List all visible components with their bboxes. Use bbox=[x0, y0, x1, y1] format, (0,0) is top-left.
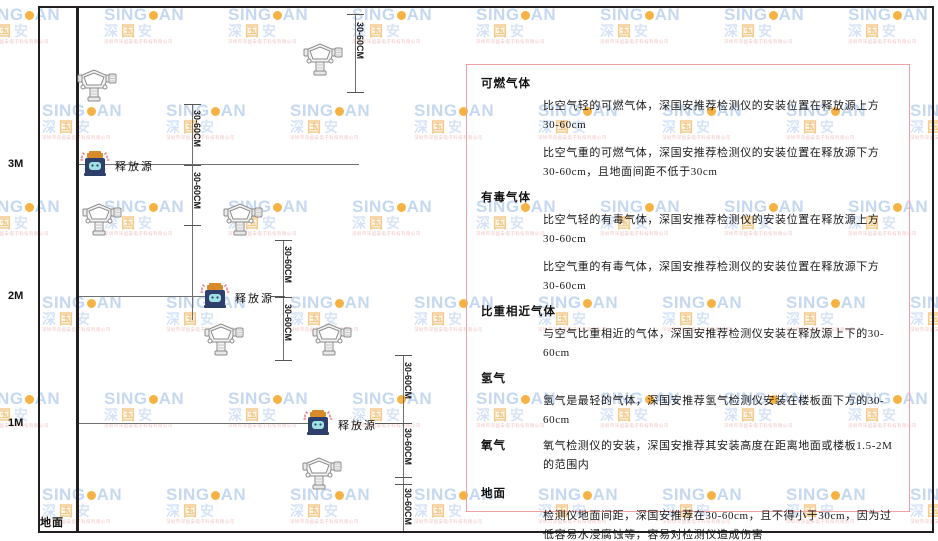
dimension-label-30-60cm: 30-60CM bbox=[403, 362, 413, 400]
dimension-label-30-60cm: 30-60CM bbox=[192, 172, 202, 210]
dimension-tick bbox=[275, 297, 292, 298]
dimension-label-30-60cm: 30-60CM bbox=[192, 110, 202, 148]
dimension-column-upper bbox=[192, 104, 193, 320]
guideline-panel: 可燃气体 比空气轻的可燃气体，深国安推荐检测仪的安装位置在释放源上方30-60cm… bbox=[466, 64, 910, 541]
gas-detector-icon bbox=[216, 198, 264, 238]
gas-detector-icon bbox=[75, 198, 123, 238]
gas-detector-icon bbox=[197, 318, 245, 358]
dimension-label-30-60cm: 30-60CM bbox=[403, 488, 413, 526]
section-heading: 地面 bbox=[481, 488, 506, 500]
section-paragraph: 比空气轻的可燃气体，深国安推荐检测仪的安装位置在释放源上方30-60cm bbox=[543, 100, 880, 131]
dimension-label-30-60cm: 30-60CM bbox=[355, 22, 365, 60]
section-paragraph: 氧气检测仪的安装，深国安推荐其安装高度在距离地面或楼板1.5-2M的范围内 bbox=[543, 440, 893, 471]
level-line-3m bbox=[79, 164, 359, 165]
vertical-axis bbox=[76, 8, 79, 531]
dimension-tick bbox=[395, 484, 412, 485]
gas-detector-icon bbox=[295, 452, 343, 492]
dimension-label-30-60cm: 30-60CM bbox=[283, 246, 293, 284]
release-source-icon bbox=[303, 408, 333, 438]
axis-label-3m: 3M bbox=[8, 158, 24, 170]
section-paragraph: 检测仪地面间距，深国安推荐在30-60cm，且不得小于30cm，因为过低容易水浸… bbox=[543, 510, 892, 541]
gas-detector-icon bbox=[296, 38, 344, 78]
section-heading: 氢气 bbox=[481, 373, 506, 385]
dimension-tick bbox=[347, 92, 364, 93]
dimension-tick bbox=[184, 225, 201, 226]
section-paragraph: 氢气是最轻的气体，深国安推荐氢气检测仪安装在楼板面下方的30-60cm bbox=[543, 395, 885, 426]
axis-label-2m: 2M bbox=[8, 290, 24, 302]
release-source-icon bbox=[80, 149, 110, 179]
release-source-label: 释放源 bbox=[235, 293, 274, 305]
guideline-panel-content: 可燃气体 比空气轻的可燃气体，深国安推荐检测仪的安装位置在释放源上方30-60cm… bbox=[467, 65, 909, 541]
section-paragraph: 与空气比重相近的气体，深国安推荐检测仪安装在释放源上下的30-60cm bbox=[543, 328, 885, 359]
dimension-column-bottom bbox=[403, 355, 404, 531]
ground-label: 地面 bbox=[40, 517, 64, 529]
section-heading: 有毒气体 bbox=[481, 192, 531, 204]
dimension-tick bbox=[275, 240, 292, 241]
section-paragraph: 比空气重的有毒气体，深国安推荐检测仪的安装位置在释放源下方30-60cm bbox=[543, 261, 880, 292]
section-paragraph: 比空气轻的有毒气体，深国安推荐检测仪的安装位置在释放源上方30-60cm bbox=[543, 214, 880, 245]
release-source-label: 释放源 bbox=[338, 420, 377, 432]
gas-detector-icon bbox=[70, 64, 118, 104]
dimension-tick bbox=[184, 165, 201, 166]
dimension-label-30-60cm: 30-60CM bbox=[403, 428, 413, 466]
dimension-tick bbox=[184, 104, 201, 105]
dimension-tick bbox=[395, 477, 412, 478]
leader-line bbox=[271, 296, 285, 297]
section-heading: 氧气 bbox=[481, 440, 506, 452]
axis-label-1m: 1M bbox=[8, 417, 24, 429]
dimension-column-mid bbox=[283, 240, 284, 360]
dimension-tick bbox=[275, 360, 292, 361]
dimension-tick bbox=[395, 355, 412, 356]
release-source-icon bbox=[200, 281, 230, 311]
section-heading: 比重相近气体 bbox=[481, 306, 556, 318]
release-source-label: 释放源 bbox=[115, 161, 154, 173]
gas-detector-icon bbox=[305, 318, 353, 358]
dimension-tick bbox=[347, 14, 364, 15]
level-line-1m bbox=[79, 423, 312, 424]
section-inline: 氧气 氧气检测仪的安装，深国安推荐其安装高度在距离地面或楼板1.5-2M的范围内 bbox=[481, 437, 895, 475]
dimension-label-30-60cm: 30-60CM bbox=[283, 304, 293, 342]
leader-line bbox=[375, 423, 403, 424]
dimension-tick bbox=[395, 423, 412, 424]
dimension-column-top bbox=[355, 14, 356, 92]
section-paragraph: 比空气重的可燃气体，深国安推荐检测仪的安装位置在释放源下方30-60cm，且地面… bbox=[543, 147, 880, 178]
section-heading: 可燃气体 bbox=[481, 78, 531, 90]
level-line-2m bbox=[79, 296, 209, 297]
ground-line bbox=[40, 531, 932, 533]
